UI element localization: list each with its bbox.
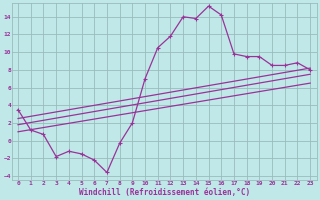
X-axis label: Windchill (Refroidissement éolien,°C): Windchill (Refroidissement éolien,°C) [78, 188, 250, 197]
